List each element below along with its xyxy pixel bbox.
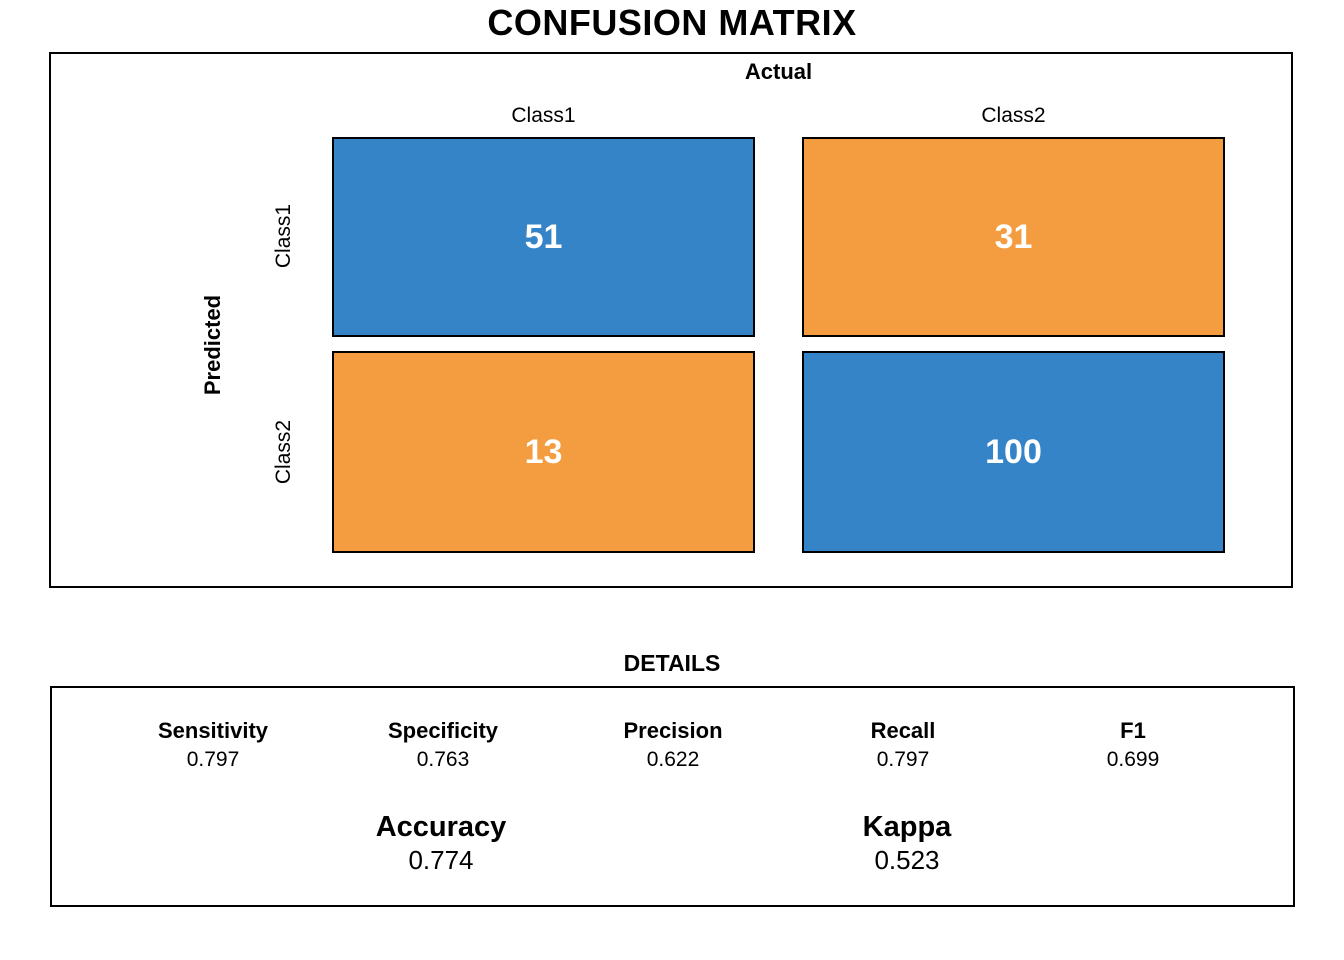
actual-axis-label: Actual xyxy=(744,59,813,84)
metric-value: 0.622 xyxy=(646,748,700,771)
metric-value: 0.763 xyxy=(416,748,470,771)
predicted-axis-label: Predicted xyxy=(200,294,225,396)
metric-specificity: Specificity 0.763 xyxy=(323,717,563,773)
metric-label: Recall xyxy=(870,718,936,743)
metric-label: Precision xyxy=(623,718,723,743)
metric-accuracy: Accuracy 0.774 xyxy=(301,810,581,876)
column-header-class2: Class2 xyxy=(981,104,1046,127)
cell-value: 13 xyxy=(524,432,563,471)
cell-value: 31 xyxy=(994,217,1033,256)
metric-label: F1 xyxy=(1120,718,1146,743)
metric-label: Accuracy xyxy=(375,811,507,843)
metric-precision: Precision 0.622 xyxy=(553,717,793,773)
metric-value: 0.699 xyxy=(1106,748,1160,771)
page-title: CONFUSION MATRIX xyxy=(487,2,857,43)
metric-label: Kappa xyxy=(862,811,952,843)
details-frame xyxy=(50,686,1295,907)
metric-recall: Recall 0.797 xyxy=(783,717,1023,773)
matrix-cell-true-positive: 51 xyxy=(332,137,755,337)
column-header-class1: Class1 xyxy=(511,104,576,127)
row-header-class1: Class1 xyxy=(272,203,295,269)
row-header-class2: Class2 xyxy=(272,419,295,485)
metric-f1: F1 0.699 xyxy=(1013,717,1253,773)
matrix-cell-false-negative: 13 xyxy=(332,351,755,553)
matrix-cell-true-negative: 100 xyxy=(802,351,1225,553)
metric-value: 0.797 xyxy=(186,748,240,771)
metric-label: Sensitivity xyxy=(157,718,269,743)
cell-value: 51 xyxy=(524,217,563,256)
matrix-cell-false-positive: 31 xyxy=(802,137,1225,337)
cell-value: 100 xyxy=(985,432,1042,471)
metric-value: 0.797 xyxy=(876,748,930,771)
metric-kappa: Kappa 0.523 xyxy=(767,810,1047,876)
metric-value: 0.523 xyxy=(874,845,940,875)
metric-sensitivity: Sensitivity 0.797 xyxy=(93,717,333,773)
details-section-title: DETAILS xyxy=(623,650,721,676)
metric-value: 0.774 xyxy=(408,845,474,875)
metric-label: Specificity xyxy=(387,718,499,743)
